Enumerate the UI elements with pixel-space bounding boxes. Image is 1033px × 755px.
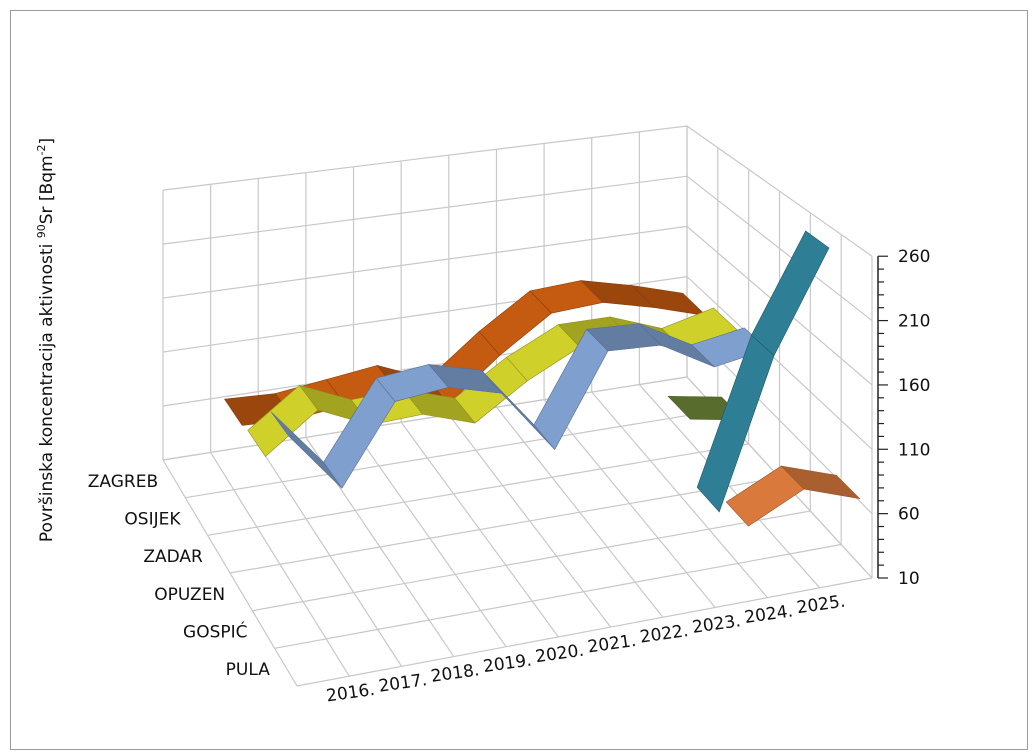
year-label: 2019. <box>482 650 533 677</box>
category-label: OSIJEK <box>124 510 181 530</box>
grid-line <box>185 409 718 499</box>
y-tick-label: 10 <box>898 569 920 589</box>
grid-line <box>162 376 688 461</box>
year-label: 2022. <box>639 621 690 648</box>
grid-line <box>162 175 873 322</box>
y-tick-label: 160 <box>898 376 930 396</box>
year-label: 2025. <box>796 592 847 619</box>
category-label: PULA <box>226 660 271 680</box>
grid-line <box>162 275 873 450</box>
year-label: 2018. <box>430 660 481 687</box>
category-label: ZAGREB <box>88 472 158 492</box>
category-label: ZADAR <box>143 547 203 567</box>
grid-line <box>207 443 749 536</box>
grid-line <box>162 225 873 386</box>
series-layer <box>223 230 861 527</box>
grid-line <box>229 476 780 574</box>
y-tick-label: 260 <box>898 247 930 267</box>
year-label: 2016. <box>325 680 376 707</box>
grid-line <box>296 577 873 687</box>
series-segment <box>780 465 861 500</box>
y-tick-label: 210 <box>898 312 930 332</box>
y-axis-title: Površinska koncentracija aktivnosti 90Sr… <box>35 137 57 543</box>
year-label: 2017. <box>377 670 428 697</box>
grid-line <box>274 543 842 649</box>
year-label: 2023. <box>691 611 742 638</box>
y-tick-label: 110 <box>898 440 930 460</box>
year-label: 2020. <box>534 641 585 668</box>
series-segment <box>751 230 830 356</box>
grid-line <box>252 510 811 612</box>
year-label: 2024. <box>743 601 794 628</box>
year-label: 2021. <box>586 631 637 658</box>
category-label: OPUZEN <box>154 585 225 605</box>
grid-line <box>162 125 873 257</box>
y-tick-label: 60 <box>898 505 920 525</box>
category-label: GOSPIĆ <box>183 621 247 643</box>
